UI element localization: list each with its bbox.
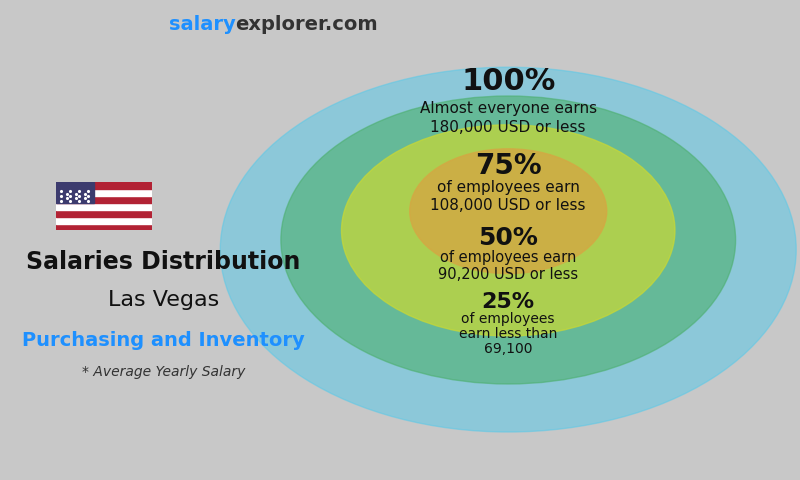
Text: of employees earn: of employees earn bbox=[440, 250, 577, 265]
Text: Salaries Distribution: Salaries Distribution bbox=[26, 250, 301, 274]
Text: of employees: of employees bbox=[462, 312, 555, 326]
Bar bbox=[56, 210, 152, 216]
Circle shape bbox=[410, 149, 606, 274]
Text: 100%: 100% bbox=[461, 67, 555, 96]
Bar bbox=[56, 189, 152, 196]
Text: 25%: 25% bbox=[482, 292, 534, 312]
Bar bbox=[56, 182, 94, 203]
Text: salary: salary bbox=[169, 14, 235, 34]
Text: 108,000 USD or less: 108,000 USD or less bbox=[430, 198, 586, 213]
Text: 75%: 75% bbox=[475, 152, 542, 180]
Text: 90,200 USD or less: 90,200 USD or less bbox=[438, 267, 578, 282]
Text: Purchasing and Inventory: Purchasing and Inventory bbox=[22, 331, 305, 350]
Text: 180,000 USD or less: 180,000 USD or less bbox=[430, 120, 586, 135]
Text: * Average Yearly Salary: * Average Yearly Salary bbox=[82, 365, 245, 379]
Text: 69,100: 69,100 bbox=[484, 342, 533, 357]
Bar bbox=[56, 182, 152, 189]
Text: Almost everyone earns: Almost everyone earns bbox=[420, 100, 597, 116]
Text: Las Vegas: Las Vegas bbox=[108, 290, 219, 310]
Circle shape bbox=[220, 67, 796, 432]
Bar bbox=[56, 196, 152, 203]
Text: 50%: 50% bbox=[478, 226, 538, 250]
Circle shape bbox=[281, 96, 735, 384]
Text: of employees earn: of employees earn bbox=[437, 180, 580, 195]
Circle shape bbox=[342, 125, 675, 336]
Bar bbox=[56, 224, 152, 230]
Bar bbox=[56, 216, 152, 224]
Text: earn less than: earn less than bbox=[459, 326, 558, 341]
Text: explorer.com: explorer.com bbox=[235, 14, 378, 34]
Bar bbox=[56, 203, 152, 210]
